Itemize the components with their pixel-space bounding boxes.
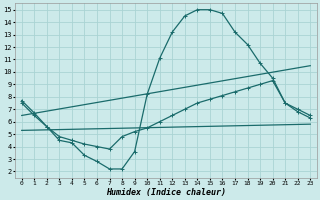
X-axis label: Humidex (Indice chaleur): Humidex (Indice chaleur) — [106, 188, 226, 197]
